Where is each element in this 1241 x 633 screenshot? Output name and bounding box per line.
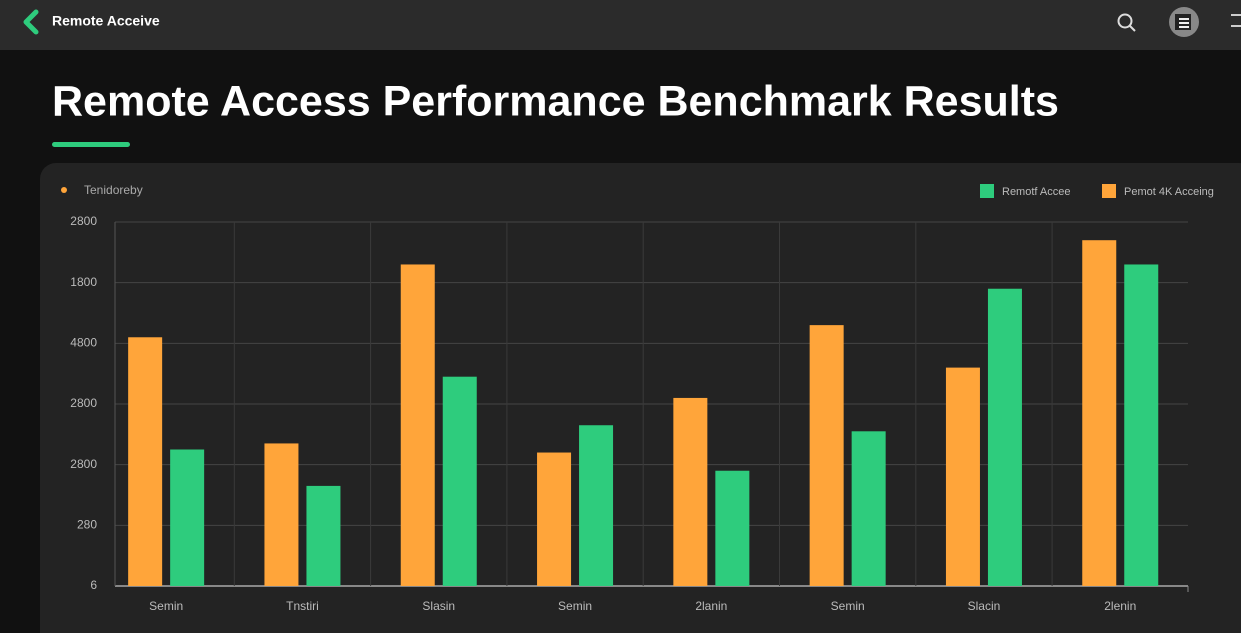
- bar: [170, 449, 205, 586]
- legend-swatch: [1102, 184, 1116, 198]
- bar: [809, 325, 844, 586]
- y-tick-label: 2800: [70, 214, 97, 228]
- y-tick-label: 2800: [70, 396, 97, 410]
- bar: [945, 367, 980, 586]
- y-tick-label: 4800: [70, 336, 97, 350]
- x-tick-label: Slacin: [968, 599, 1001, 613]
- bar: [442, 376, 477, 586]
- x-tick-label: 2lanin: [695, 599, 727, 613]
- bar: [400, 264, 435, 586]
- y-tick-label: 2800: [70, 457, 97, 471]
- x-tick-label: Tnstiri: [286, 599, 319, 613]
- y-tick-label: 6: [90, 578, 97, 592]
- page-title: Remote Access Performance Benchmark Resu…: [52, 77, 1059, 125]
- subtitle-dot: [61, 187, 67, 193]
- menu-icon[interactable]: [1231, 14, 1241, 27]
- title-underline: [52, 142, 130, 147]
- x-tick-label: Semin: [558, 599, 592, 613]
- bar: [264, 443, 299, 586]
- bar: [851, 431, 886, 586]
- avatar[interactable]: [1169, 7, 1199, 37]
- bar: [537, 452, 572, 586]
- x-tick-label: Semin: [831, 599, 865, 613]
- nav-title: Remote Acceive: [52, 13, 160, 29]
- legend-label: Pemot 4K Acceing: [1124, 186, 1214, 198]
- bar: [128, 337, 163, 586]
- y-tick-label: 1800: [70, 275, 97, 289]
- y-tick-label: 280: [77, 518, 97, 532]
- back-button[interactable]: [23, 9, 39, 35]
- x-tick-label: Slasin: [422, 599, 455, 613]
- nav-bar: [0, 0, 1241, 50]
- bar: [987, 288, 1022, 586]
- search-icon[interactable]: [1117, 13, 1136, 32]
- x-tick-label: Semin: [149, 599, 183, 613]
- bar: [579, 425, 614, 586]
- legend-label: Remotf Accee: [1002, 186, 1070, 198]
- chart-subtitle: Tenidoreby: [84, 183, 143, 197]
- legend-swatch: [980, 184, 994, 198]
- bar: [673, 397, 708, 586]
- bar: [715, 470, 750, 586]
- bar: [1082, 240, 1117, 586]
- chart: 6 280 2800 2800 4800 1800 2800 Semin Tnstiri Slas…: [70, 184, 1214, 613]
- bar: [1124, 264, 1159, 586]
- chart-card: [40, 163, 1241, 633]
- x-tick-label: 2lenin: [1104, 599, 1136, 613]
- bar: [306, 485, 341, 586]
